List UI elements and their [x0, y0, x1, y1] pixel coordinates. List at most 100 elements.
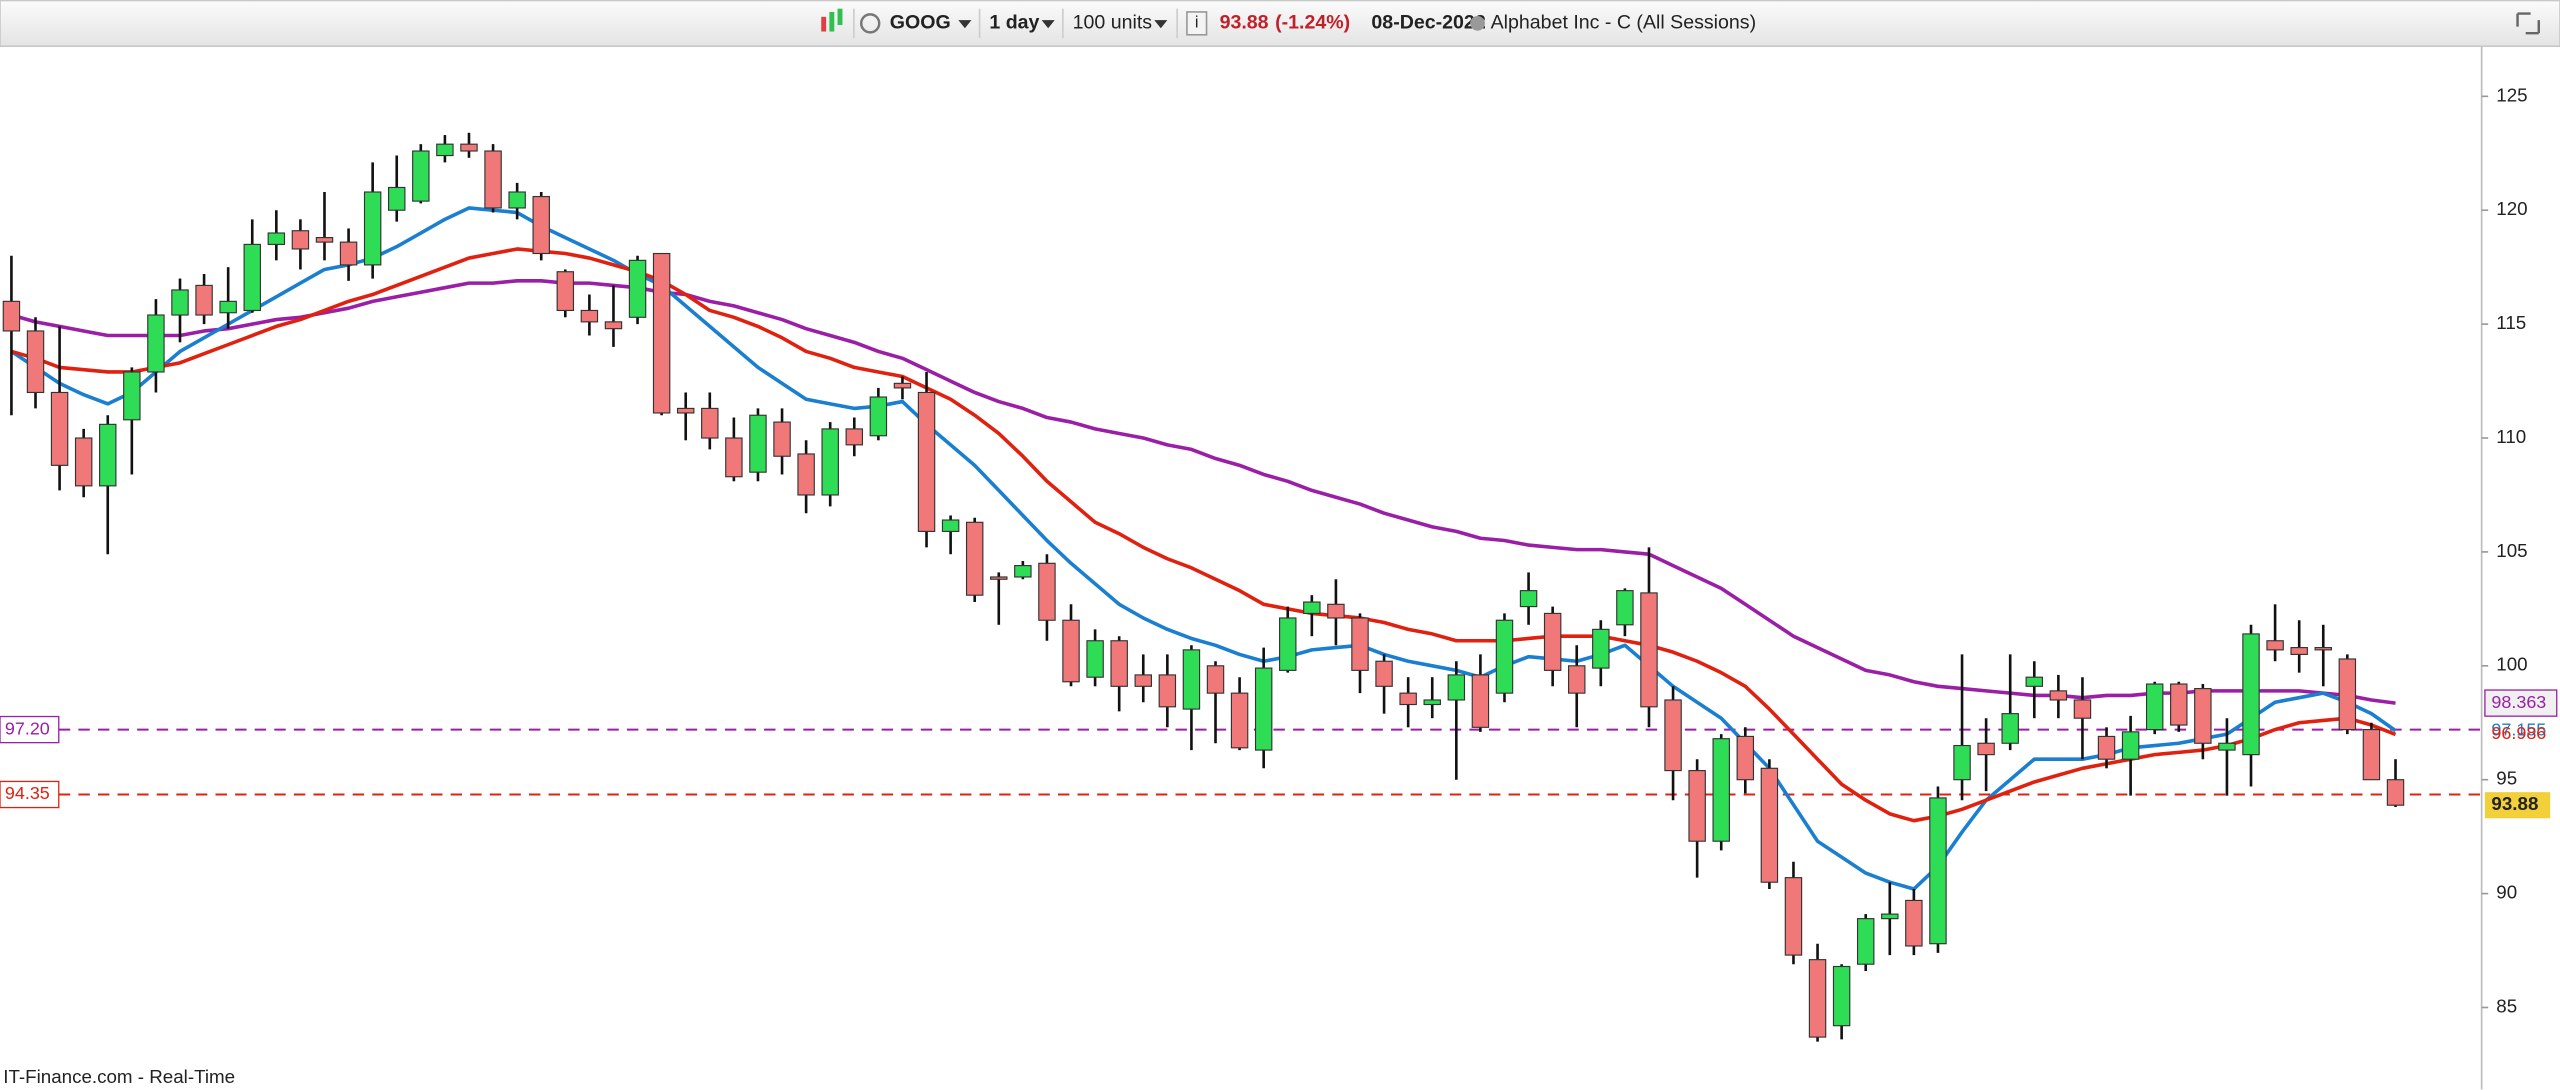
reference-label: 94.35: [5, 783, 50, 803]
candle-body: [50, 391, 69, 466]
candle-body: [1953, 744, 1971, 781]
series-last-value: 98.363: [2491, 692, 2546, 712]
moving-average-line: [10, 279, 2396, 705]
candle-body: [1832, 965, 1851, 1027]
symbol[interactable]: GOOG: [890, 12, 951, 34]
candle-body: [773, 421, 791, 457]
candle-body: [1327, 603, 1345, 619]
candle-body: [917, 391, 936, 532]
candle-body: [363, 191, 382, 266]
plot-area: [0, 132, 2482, 1042]
candle-body: [2362, 729, 2381, 781]
candle-body: [291, 230, 310, 250]
candle-body: [1977, 742, 1995, 756]
candle-body: [1158, 674, 1177, 708]
interval[interactable]: 1 day: [989, 12, 1039, 34]
candle-body: [2386, 779, 2405, 806]
candle-body: [1254, 667, 1273, 751]
candle-body: [2242, 633, 2260, 756]
toolbar: GOOG 1 day 100 units i 93.88 (-1.24%) 08…: [0, 0, 2560, 48]
y-tick-label: 100: [2496, 654, 2527, 675]
candle-body: [1929, 797, 1947, 945]
candle-body: [1447, 674, 1466, 701]
candle-body: [1736, 735, 1755, 781]
value-label-box: [2484, 689, 2558, 717]
candle-body: [1399, 692, 1417, 706]
candle-body: [1568, 665, 1586, 694]
candle-body: [2121, 731, 2140, 760]
y-tick-label: 110: [2496, 426, 2526, 447]
candle-body: [1471, 674, 1490, 728]
candle-body: [1375, 660, 1393, 687]
candle-body: [652, 252, 671, 414]
candle-body: [2, 300, 21, 332]
candle-body: [1495, 619, 1514, 694]
candle-body: [990, 576, 1008, 580]
candle-body: [2097, 735, 2116, 760]
units[interactable]: 100 units: [1073, 12, 1153, 34]
candle-body: [99, 423, 117, 487]
candle-body: [893, 382, 912, 389]
candle-body: [1038, 562, 1056, 621]
candle-body: [821, 428, 839, 496]
candle-body: [1784, 877, 1803, 956]
candle-body: [508, 191, 526, 209]
dropdown-arrow[interactable]: [958, 20, 972, 29]
candle-body: [74, 437, 93, 487]
candle-body: [1279, 617, 1297, 671]
search-icon[interactable]: [860, 13, 881, 34]
candle-body: [580, 309, 599, 323]
candle-body: [869, 396, 888, 437]
candle-body: [2170, 683, 2188, 726]
dropdown-arrow[interactable]: [1041, 20, 1055, 29]
candle-body: [1881, 913, 1899, 920]
moving-average-line: [10, 206, 2397, 891]
moving-average-line: [10, 247, 2397, 823]
dropdown-arrow[interactable]: [1154, 20, 1168, 29]
candle-body: [1062, 619, 1080, 683]
y-tick-label: 105: [2496, 540, 2527, 561]
candle-body: [2314, 647, 2332, 651]
info-icon: i: [1195, 14, 1199, 32]
expand-icon[interactable]: [2516, 12, 2540, 35]
session-dot: [1470, 16, 1485, 31]
candle-body: [123, 371, 141, 421]
candle-body: [195, 284, 213, 316]
candle-body: [1640, 592, 1658, 708]
y-tick-label: 85: [2496, 995, 2517, 1016]
candle-body: [2049, 690, 2068, 701]
candle-body: [2266, 640, 2284, 651]
candle-body: [339, 241, 358, 266]
candle-body: [1351, 617, 1369, 671]
toolbar-bg: [0, 0, 2560, 48]
candle-body: [1664, 699, 1682, 772]
last-price-box: [2484, 792, 2551, 819]
candle-body: [1905, 899, 1923, 947]
candle-body: [845, 428, 864, 446]
y-tick-label: 125: [2496, 84, 2527, 105]
candle-body: [2218, 742, 2236, 751]
candle-body: [243, 243, 261, 312]
candle-body: [701, 407, 719, 439]
candle-body: [1856, 918, 1875, 965]
reference-label-box: [0, 780, 60, 809]
candle-body: [941, 519, 960, 532]
candle-body: [1014, 565, 1032, 578]
chart-type-icon[interactable]: [821, 8, 843, 32]
candle-body: [412, 150, 430, 202]
reference-label-box: [0, 715, 60, 744]
info-button[interactable]: [1186, 11, 1208, 36]
candle-body: [26, 330, 45, 394]
candle-body: [2145, 683, 2164, 731]
candle-body: [1086, 640, 1104, 678]
candle-body: [1303, 601, 1321, 614]
candle-body: [556, 271, 575, 312]
last-price: 93.88: [1220, 12, 1269, 34]
candle-body: [749, 414, 767, 473]
candle-body: [2001, 713, 2019, 744]
candle-body: [219, 300, 237, 314]
price-change: (-1.24%): [1275, 12, 1350, 34]
candle-body: [1206, 665, 1225, 694]
